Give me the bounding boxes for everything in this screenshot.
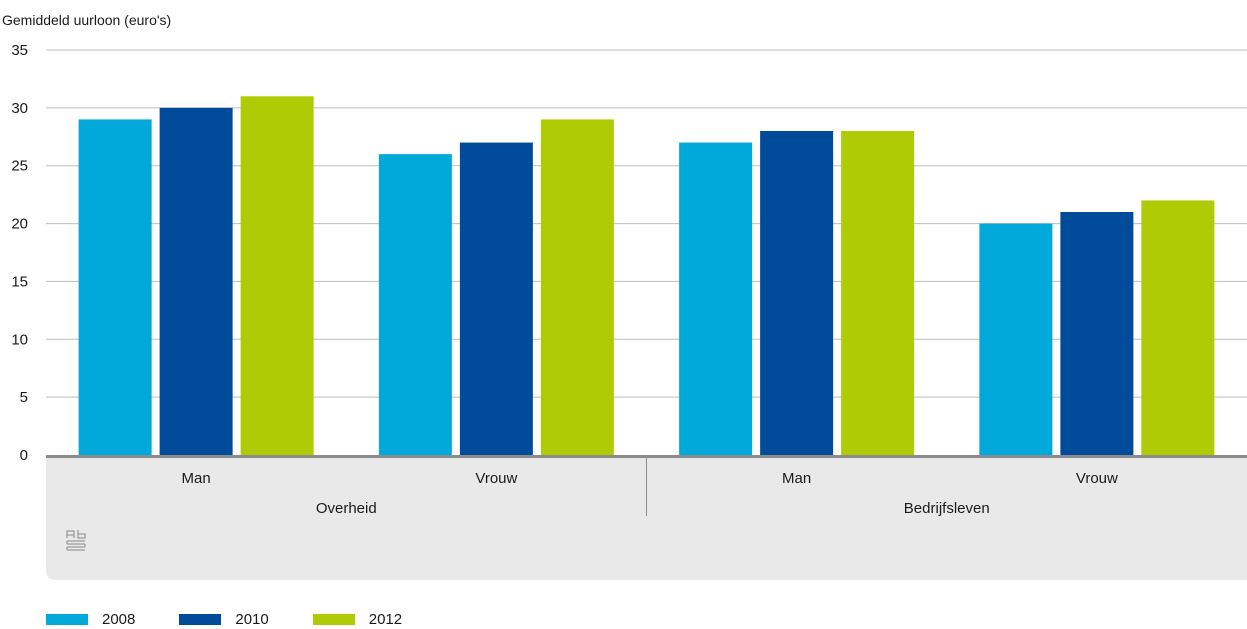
bar-2008-man xyxy=(78,119,152,455)
legend-item-2008: 2008 xyxy=(46,611,135,628)
category-panel xyxy=(46,458,1247,580)
y-tick-label: 10 xyxy=(11,331,28,348)
y-tick-label: 15 xyxy=(11,273,28,290)
legend-label: 2008 xyxy=(102,610,136,628)
bar-2012-vrouw xyxy=(1141,200,1215,455)
category-label: Vrouw xyxy=(1076,470,1118,487)
x-axis-group-labels: Overheid Bedrijfsleven xyxy=(316,458,990,517)
y-tick-label: 30 xyxy=(11,100,28,117)
cbs-logo-icon xyxy=(66,530,86,551)
chart-title: Gemiddeld uurloon (euro's) xyxy=(2,12,172,28)
legend: 2008 2010 2012 xyxy=(46,609,446,629)
legend-label: 2010 xyxy=(235,610,269,628)
bar-2012-man xyxy=(240,96,314,456)
y-tick-label: 5 xyxy=(20,389,28,406)
y-tick-label: 25 xyxy=(11,158,28,175)
bar-2010-man xyxy=(760,131,834,455)
y-axis-tick-labels: 0 5 10 15 20 25 30 35 xyxy=(11,42,28,464)
bar-2010-vrouw xyxy=(1060,212,1134,455)
y-tick-label: 20 xyxy=(11,216,28,233)
group-label: Overheid xyxy=(316,500,377,517)
bar-2010-vrouw xyxy=(459,142,533,456)
y-tick-label: 35 xyxy=(11,42,28,59)
group-label: Bedrijfsleven xyxy=(904,500,990,517)
bar-2012-vrouw xyxy=(540,119,614,455)
legend-swatch xyxy=(312,613,355,625)
bar-2012-man xyxy=(841,131,915,455)
legend-label: 2012 xyxy=(368,610,403,628)
category-label: Man xyxy=(782,470,811,487)
y-tick-label: 0 xyxy=(20,447,28,464)
bar-2008-man xyxy=(679,142,753,456)
bar-2008-vrouw xyxy=(979,223,1053,455)
bar-chart: 0 5 10 15 20 25 30 35 Man Vrouw Man Vrouw Overheid… xyxy=(11,42,1247,580)
x-axis-category-labels: Man Vrouw Man Vrouw xyxy=(182,470,1118,487)
legend-swatch xyxy=(46,613,88,625)
category-label: Vrouw xyxy=(475,470,517,487)
bar-2008-vrouw xyxy=(378,154,452,455)
bar-2010-man xyxy=(159,107,233,455)
legend-swatch xyxy=(179,613,222,625)
category-label: Man xyxy=(182,470,211,487)
bars xyxy=(78,96,1215,456)
legend-item-2012: 2012 xyxy=(312,610,403,628)
legend-item-2010: 2010 xyxy=(179,610,269,628)
